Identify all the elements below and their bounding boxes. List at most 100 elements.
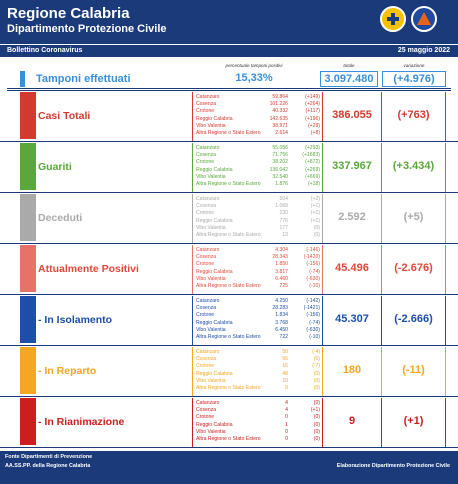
region-crest-icon [380, 6, 406, 32]
province-value: 3.768 [275, 319, 288, 326]
province-value: 0 [285, 436, 288, 442]
section-color-bar [20, 296, 36, 343]
province-breakdown: Catanzaro 50 (-4) Cosenza 56 (0) Crotone 16 (-7)… [192, 347, 322, 396]
province-value: 40.332 [272, 108, 288, 115]
province-delta: (-1421) [303, 305, 320, 312]
province-value: 722 [279, 334, 289, 340]
province-value: 6.450 [275, 326, 288, 333]
province-delta: (+1683) [302, 152, 320, 159]
province-value: 50 [282, 349, 288, 355]
province-name: Reggio Calabria [196, 370, 233, 377]
province-value: 28.283 [272, 305, 288, 312]
province-delta: (-156) [306, 312, 320, 319]
footer-credit: Elaborazione Dipartimento Protezione Civ… [336, 463, 450, 469]
column-header-percent: percentuale tamponi positivi [225, 63, 283, 68]
province-delta: (0) [313, 414, 320, 421]
section-attualmente-positivi: Attualmente Positivi Catanzaro 4.304 (-146)… [0, 245, 458, 295]
province-delta: (-7) [312, 363, 320, 370]
province-delta: (0) [313, 224, 320, 231]
province-value: 59.864 [272, 94, 288, 100]
province-delta: (+872) [305, 159, 320, 166]
province-value: 6.460 [275, 275, 288, 282]
tamponi-label: Tamponi effettuati [36, 73, 131, 85]
province-value: 10 [282, 377, 288, 384]
province-name: Catanzaro [196, 298, 220, 304]
province-delta: (+293) [305, 145, 320, 151]
province-name: Catanzaro [196, 145, 220, 151]
province-value: 32.540 [272, 173, 288, 180]
province-name: Crotone [196, 210, 215, 217]
province-value: 4.304 [275, 247, 288, 253]
section-total: 386.055 [322, 92, 382, 141]
section-total: 45.496 [322, 245, 382, 294]
divider [7, 90, 451, 91]
province-breakdown: Catanzaro 55.056 (+293) Cosenza 71.756 (+1683… [192, 143, 322, 192]
province-name: Cosenza [196, 305, 217, 312]
province-name: Reggio Calabria [196, 268, 233, 275]
divider [7, 88, 451, 89]
province-value: 4 [285, 400, 288, 406]
province-name: Crotone [196, 261, 215, 268]
province-value: 0 [285, 385, 288, 391]
section-color-bar [20, 143, 36, 190]
section-divider [0, 345, 458, 346]
province-name: Vibo Valentia [196, 326, 226, 333]
province-name: Cosenza [196, 254, 217, 261]
province-delta: (0) [313, 436, 320, 442]
province-delta: (0) [313, 370, 320, 377]
province-name: Altra Regione o Stato Estero [196, 385, 261, 391]
province-breakdown: Catanzaro 504 (+2) Cosenza 1.068 (+1) Crotone 2… [192, 194, 322, 243]
section-variation: (+1) [382, 398, 446, 447]
section-divider [0, 294, 458, 295]
section-variation: (+763) [382, 92, 446, 141]
section-color-bar [20, 194, 36, 241]
province-value: 177 [279, 224, 289, 231]
province-delta: (+149) [305, 94, 320, 100]
section-color-bar [20, 347, 36, 394]
province-delta: (+8) [310, 130, 320, 136]
province-name: Cosenza [196, 203, 217, 210]
province-name: Reggio Calabria [196, 421, 233, 428]
department-subtitle: Dipartimento Protezione Civile [7, 23, 167, 35]
province-value: 4.250 [275, 298, 288, 304]
province-name: Reggio Calabria [196, 319, 233, 326]
province-value: 1.876 [275, 181, 288, 187]
bulletin-title: Bollettino Coronavirus [7, 47, 83, 54]
section-color-bar [20, 398, 36, 445]
province-value: 776 [279, 217, 289, 224]
province-delta: (-630) [306, 275, 320, 282]
province-value: 1 [285, 421, 288, 428]
province-value: 504 [279, 196, 289, 202]
tamponi-percent: 15,33% [235, 72, 273, 84]
section-deceduti: Deceduti Catanzaro 504 (+2) Cosenza 1.068 (+1)… [0, 194, 458, 244]
section-label: Casi Totali [38, 109, 91, 122]
province-breakdown: Catanzaro 4.304 (-146) Cosenza 28.343 (-1420)… [192, 245, 322, 294]
header-banner: Regione Calabria Dipartimento Protezione… [0, 0, 458, 44]
province-value: 38.202 [272, 159, 288, 166]
province-name: Crotone [196, 414, 215, 421]
province-name: Altra Regione o Stato Estero [196, 181, 261, 187]
province-value: 71.756 [272, 152, 288, 159]
province-name: Crotone [196, 363, 215, 370]
province-name: Vibo Valentia [196, 224, 226, 231]
province-name: Cosenza [196, 356, 217, 363]
province-breakdown: Catanzaro 59.864 (+149) Cosenza 101.226 (+264… [192, 92, 322, 141]
province-delta: (+196) [305, 115, 320, 122]
section-label: Attualmente Positivi [38, 262, 139, 275]
footer-source-detail: AA.SS.PP. della Regione Calabria [5, 463, 91, 469]
section-total: 2.592 [322, 194, 382, 243]
province-delta: (-630) [306, 326, 320, 333]
province-name: Catanzaro [196, 247, 220, 253]
tamponi-total: 3.097.480 [320, 71, 378, 87]
province-value: 101.226 [269, 101, 288, 108]
section-label: - In Rianimazione [38, 415, 125, 428]
province-name: Altra Regione o Stato Estero [196, 232, 261, 238]
bulletin-bar: Bollettino Coronavirus 25 maggio 2022 [0, 44, 458, 57]
province-name: Vibo Valentia [196, 428, 226, 435]
province-name: Altra Regione o Stato Estero [196, 130, 261, 136]
province-name: Cosenza [196, 407, 217, 414]
section-color-bar [20, 245, 36, 292]
province-delta: (+269) [305, 166, 320, 173]
province-delta: (+29) [307, 122, 320, 129]
province-delta: (-10) [309, 283, 320, 289]
